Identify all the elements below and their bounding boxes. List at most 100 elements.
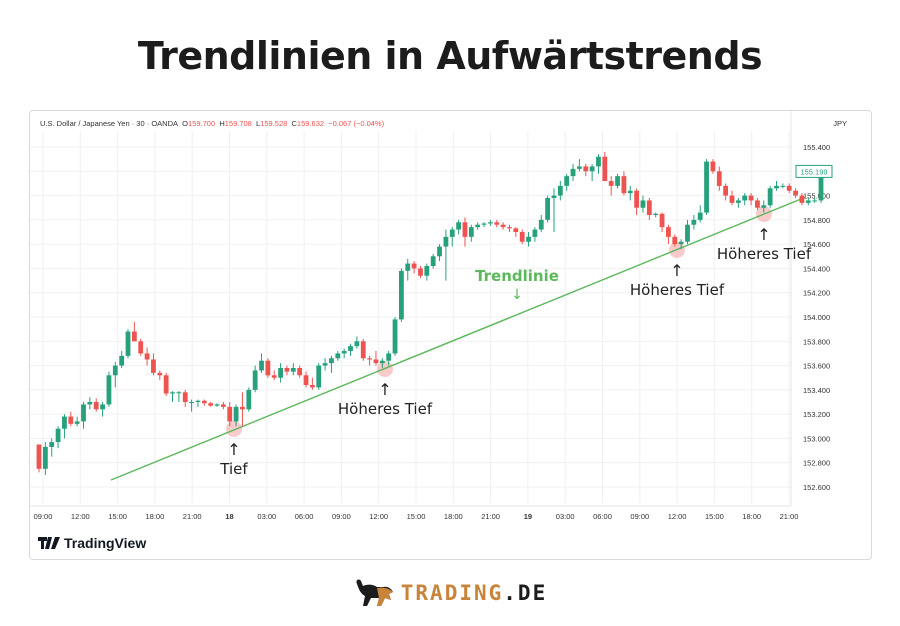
candle — [557, 181, 563, 201]
swing-low-label: ↑Tief — [219, 440, 248, 478]
candle — [131, 321, 137, 342]
x-tick-label: 09:00 — [332, 512, 351, 521]
candle — [233, 404, 239, 427]
candle — [735, 198, 741, 208]
candle — [742, 193, 748, 206]
candle — [577, 159, 582, 172]
candle — [430, 253, 436, 269]
candle — [182, 389, 188, 407]
svg-text:↑: ↑ — [378, 380, 391, 399]
candle — [405, 258, 411, 281]
candle — [74, 416, 80, 427]
candle — [494, 219, 500, 228]
candle — [487, 219, 493, 226]
candle — [678, 239, 684, 250]
candle — [208, 402, 214, 407]
svg-text:↑: ↑ — [757, 225, 770, 244]
candle — [398, 268, 404, 322]
candle — [755, 198, 760, 211]
candle — [538, 215, 544, 233]
candle — [774, 181, 779, 191]
candle — [119, 351, 125, 369]
candle — [309, 377, 315, 390]
open-value: 159.700 — [188, 119, 216, 128]
candle — [666, 224, 671, 245]
candle — [278, 363, 283, 383]
y-tick-label: 154.400 — [803, 264, 830, 273]
tradingview-logo[interactable]: TradingView — [38, 535, 146, 551]
change-value: −0.067 (−0.04%) — [328, 119, 385, 128]
candle — [170, 391, 175, 403]
svg-text:Höheres Tief: Höheres Tief — [717, 245, 812, 263]
candle — [341, 348, 347, 359]
y-tick-label: 153.200 — [803, 410, 830, 419]
bull-icon — [356, 579, 393, 606]
y-tick-label: 154.000 — [803, 313, 830, 322]
tradingview-icon — [38, 537, 60, 549]
symbol-label[interactable]: U.S. Dollar / Japanese Yen · 30 · OANDA — [40, 119, 178, 128]
x-tick-label: 15:00 — [407, 512, 426, 521]
candle — [672, 234, 678, 247]
candle — [475, 222, 481, 230]
candle — [799, 193, 805, 206]
candle — [201, 399, 207, 406]
candle — [49, 438, 55, 457]
candle — [564, 173, 570, 191]
y-tick-label: 152.800 — [803, 459, 830, 468]
candle — [329, 355, 334, 373]
candle — [138, 338, 144, 356]
candle — [93, 398, 99, 412]
candle — [570, 164, 576, 182]
candle — [240, 392, 245, 427]
candlestick-chart[interactable]: 155.400155.200155.000154.800154.600154.4… — [30, 111, 873, 561]
ohlc-header: U.S. Dollar / Japanese Yen · 30 · OANDA … — [40, 119, 385, 128]
x-tick-label: 09:00 — [630, 512, 649, 521]
x-tick-label: 21:00 — [780, 512, 799, 521]
x-tick-label: 06:00 — [295, 512, 314, 521]
chart-panel[interactable]: U.S. Dollar / Japanese Yen · 30 · OANDA … — [29, 110, 872, 560]
candle — [583, 164, 589, 177]
candle — [284, 365, 290, 376]
candle — [303, 371, 309, 388]
candle — [125, 329, 131, 359]
last-price-tag — [795, 164, 833, 178]
x-tick-label: 12:00 — [668, 512, 687, 521]
candle — [360, 338, 366, 361]
candle — [151, 353, 156, 376]
candle — [481, 222, 487, 228]
candle — [373, 351, 379, 366]
candle — [68, 411, 74, 427]
y-tick-label: 153.800 — [803, 337, 830, 346]
candle — [112, 361, 118, 388]
candle — [271, 370, 277, 381]
svg-text:155.199: 155.199 — [800, 167, 827, 176]
candle — [100, 402, 105, 417]
candle — [545, 195, 551, 223]
candle — [87, 397, 93, 410]
candle — [220, 402, 226, 410]
candle — [627, 185, 633, 201]
candle — [81, 402, 86, 429]
candle — [144, 347, 150, 366]
candle — [246, 387, 252, 412]
candle — [252, 365, 258, 393]
candle — [418, 266, 423, 279]
candle — [710, 159, 716, 174]
candle — [805, 198, 811, 206]
trendline — [110, 196, 807, 481]
svg-text:Tief: Tief — [219, 460, 248, 478]
candle — [290, 363, 296, 376]
candle — [767, 185, 773, 208]
candle — [227, 402, 233, 427]
x-tick-label: 18:00 — [742, 512, 761, 521]
candle — [761, 200, 767, 213]
candle — [786, 183, 792, 194]
swing-low-label: ↑Höheres Tief — [338, 380, 433, 418]
svg-text:Höheres Tief: Höheres Tief — [630, 281, 725, 299]
svg-text:Höheres Tief: Höheres Tief — [338, 400, 433, 418]
candle — [704, 159, 709, 216]
candle — [780, 183, 786, 189]
y-tick-label: 154.600 — [803, 240, 830, 249]
candle — [589, 164, 595, 182]
candle — [36, 444, 42, 473]
